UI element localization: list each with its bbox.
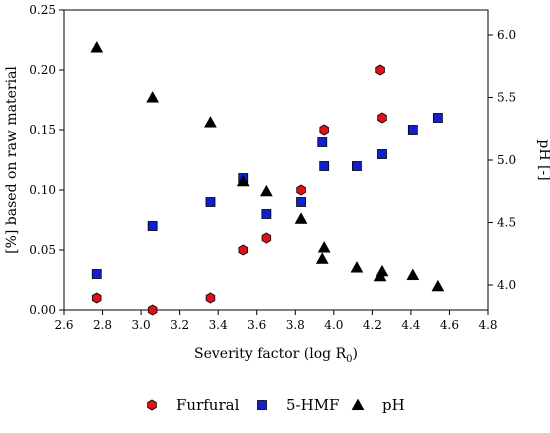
ph-point (146, 90, 160, 103)
x-tick-label: 4.2 (363, 318, 382, 332)
5-hmf-point (432, 113, 443, 123)
legend-marker-furfural (147, 399, 157, 411)
x-axis: 2.6 2.8 3.0 3.2 3.4 3.6 3.8 4.0 4.2 4.4 4.6 4.8 (54, 310, 498, 332)
x-tick-label: 4.6 (440, 318, 459, 332)
legend-marker-ph (351, 398, 365, 411)
x-axis-label-close: ) (353, 346, 358, 362)
ph-point (315, 252, 329, 264)
ph-point (406, 268, 420, 281)
ph-point (204, 115, 217, 128)
x-tick-label: 2.6 (54, 318, 73, 332)
5-hmf-point (296, 197, 306, 207)
ph-point (90, 40, 104, 53)
x-tick-label: 4.4 (401, 318, 420, 332)
y-left-tick-label: 0.10 (29, 183, 56, 197)
5-hmf-point (407, 125, 418, 135)
ph-point (294, 212, 308, 224)
furfural-point (377, 112, 387, 124)
y-left-tick-label: 0.15 (29, 123, 56, 137)
y-left-tick-label: 0.20 (29, 63, 56, 77)
ph-point (236, 174, 250, 187)
y-right-tick-label: 4.5 (497, 216, 516, 230)
y-right-tick-label: 6.0 (497, 28, 516, 42)
ph-point (431, 279, 445, 292)
furfural-point (375, 64, 385, 76)
legend-item-furfural: Furfural (147, 396, 240, 414)
5-hmf-point (147, 221, 158, 231)
5-hmf-point (261, 209, 272, 219)
legend-label-furfural: Furfural (176, 396, 240, 414)
right-y-axis: 4.0 4.5 5.0 5.5 6.0 (488, 28, 516, 292)
y-right-tick-label: 5.5 (497, 91, 516, 105)
x-tick-label: 3.0 (132, 318, 151, 332)
ph-point (350, 260, 364, 273)
legend-label-5-hmf: 5-HMF (286, 396, 339, 414)
5-hmf-point (377, 149, 387, 159)
y-left-tick-label: 0.00 (29, 303, 56, 317)
y-right-tick-label: 5.0 (497, 153, 516, 167)
5-hmf-point (205, 197, 216, 207)
y-right-tick-label: 4.0 (497, 278, 516, 292)
ph-point (259, 184, 273, 197)
furfural-point (261, 232, 272, 244)
5-hmf-point (317, 137, 328, 147)
data-marks (90, 40, 445, 316)
x-tick-label: 3.4 (209, 318, 228, 332)
ph-point (317, 240, 331, 253)
left-y-axis-label: [%] based on raw material (4, 66, 20, 254)
x-axis-label: Severity factor (log R0) (194, 346, 358, 365)
5-hmf-point (319, 161, 330, 171)
x-tick-label: 4.8 (478, 318, 497, 332)
x-tick-label: 3.6 (247, 318, 266, 332)
x-tick-label: 2.8 (93, 318, 112, 332)
furfural-point (296, 184, 306, 196)
right-y-axis-label: pH [-] (536, 139, 550, 180)
y-left-tick-label: 0.05 (29, 243, 56, 257)
x-tick-label: 4.0 (324, 318, 343, 332)
furfural-point (238, 244, 248, 256)
legend-label-ph: pH (382, 396, 405, 414)
furfural-point (205, 292, 216, 304)
legend-item-ph: pH (351, 396, 405, 414)
x-tick-label: 3.8 (286, 318, 305, 332)
5-hmf-point (91, 269, 102, 279)
x-axis-label-subscript: 0 (346, 354, 352, 365)
left-y-axis: 0.00 0.05 0.10 0.15 0.20 0.25 (29, 3, 64, 317)
legend-marker-5-hmf (257, 400, 267, 410)
ph-point (375, 264, 389, 277)
plot-frame (63, 9, 489, 311)
legend: Furfural 5-HMF pH (147, 396, 405, 414)
5-hmf-point (352, 161, 362, 171)
furfural-point (319, 124, 329, 136)
furfural-point (92, 292, 102, 304)
x-tick-label: 3.2 (170, 318, 189, 332)
y-left-tick-label: 0.25 (29, 3, 56, 17)
furfural-point (147, 304, 158, 316)
legend-item-5-hmf: 5-HMF (257, 396, 339, 414)
